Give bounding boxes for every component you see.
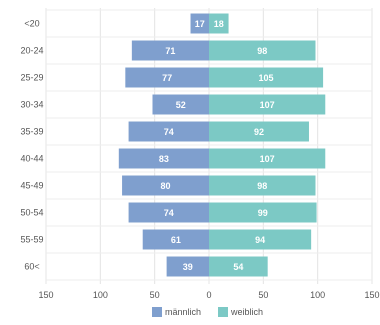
bar-value-label: 99 (258, 208, 268, 218)
legend-item-female[interactable]: weiblich (218, 307, 263, 317)
legend-item-male[interactable]: männlich (152, 307, 201, 317)
x-tick-label: 50 (150, 290, 160, 300)
bar-value-label: 54 (233, 262, 243, 272)
bar-male (190, 13, 209, 34)
x-tick-label: 50 (258, 290, 268, 300)
legend-label: männlich (165, 307, 201, 317)
bar-value-label: 74 (164, 208, 174, 218)
bar-value-label: 17 (195, 19, 205, 29)
x-tick-label: 0 (206, 290, 211, 300)
bar-female (209, 121, 309, 142)
bar-male (125, 67, 209, 88)
bar-female (209, 175, 316, 196)
x-tick-label: 150 (364, 290, 379, 300)
x-tick-label: 100 (310, 290, 325, 300)
bar-value-label: 92 (254, 127, 264, 137)
bar-male (118, 148, 209, 169)
category-label: 25-29 (20, 73, 43, 83)
bars (118, 13, 326, 277)
legend[interactable]: männlich weiblich (152, 307, 263, 317)
category-label: 35-39 (20, 127, 43, 137)
bar-male (122, 175, 209, 196)
bar-value-label: 94 (255, 235, 265, 245)
bar-value-label: 52 (176, 100, 186, 110)
bar-value-label: 107 (260, 154, 275, 164)
category-labels: <20 20-24 25-29 30-34 35-39 40-44 45-49 50-54 55… (20, 19, 43, 272)
bar-value-label: 77 (162, 73, 172, 83)
bar-female (209, 202, 317, 223)
bar-value-label: 105 (259, 73, 274, 83)
bar-value-label: 98 (257, 181, 267, 191)
category-label: 20-24 (20, 46, 43, 56)
category-label: 60< (24, 262, 39, 272)
bar-male (128, 202, 209, 223)
gridlines (45, 8, 373, 284)
bar-male (152, 94, 209, 115)
bar-male (142, 229, 209, 250)
x-tick-label: 150 (38, 290, 53, 300)
bar-male (131, 40, 209, 61)
bar-value-label: 107 (260, 100, 275, 110)
bar-value-label: 83 (159, 154, 169, 164)
bar-value-label: 71 (165, 46, 175, 56)
bar-value-label: 18 (214, 19, 224, 29)
category-label: 30-34 (20, 100, 43, 110)
bar-labels: 17 18 71 98 77 105 52 107 74 92 83 107 80 98 74 99 61 94 3… (159, 19, 275, 272)
bar-value-label: 80 (161, 181, 171, 191)
legend-swatch (218, 307, 228, 317)
bar-male (166, 256, 209, 277)
bar-female (209, 40, 316, 61)
legend-swatch (152, 307, 162, 317)
bar-value-label: 39 (183, 262, 193, 272)
legend-label: weiblich (230, 307, 263, 317)
bar-female (209, 67, 324, 88)
bar-male (128, 121, 209, 142)
category-label: <20 (24, 19, 39, 29)
bar-value-label: 74 (164, 127, 174, 137)
category-label: 50-54 (20, 208, 43, 218)
x-axis: 150 100 50 0 50 100 150 (38, 290, 379, 300)
bar-value-label: 61 (171, 235, 181, 245)
bar-female (209, 256, 268, 277)
x-tick-label: 100 (93, 290, 108, 300)
category-label: 55-59 (20, 235, 43, 245)
bar-female (209, 229, 312, 250)
category-label: 45-49 (20, 181, 43, 191)
bar-female (209, 94, 326, 115)
bar-female (209, 13, 229, 34)
bar-value-label: 98 (257, 46, 267, 56)
category-label: 40-44 (20, 154, 43, 164)
bar-female (209, 148, 326, 169)
